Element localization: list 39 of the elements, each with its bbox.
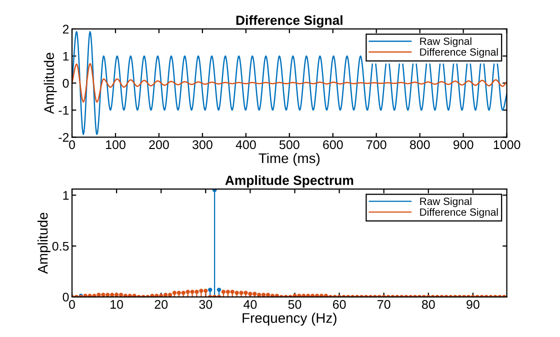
x-axis-title: Time (ms) <box>258 152 320 166</box>
legend-label: Raw Signal <box>420 197 472 208</box>
y-tick-label: 2 <box>62 24 69 34</box>
x-tick-label: 20 <box>154 300 168 309</box>
x-tick-label: 900 <box>453 140 474 150</box>
y-tick-label: 0 <box>62 78 69 88</box>
chart-title: Difference Signal <box>236 15 342 28</box>
y-axis-title: Amplitude <box>38 212 50 274</box>
chart-title: Amplitude Spectrum <box>225 175 354 188</box>
x-tick-label: 500 <box>279 140 300 150</box>
x-tick-label: 600 <box>323 140 343 150</box>
y-tick-label: 0.5 <box>52 242 69 251</box>
x-tick-label: 800 <box>410 140 430 150</box>
legend-label: Difference Signal <box>420 48 498 58</box>
x-tick-label: 300 <box>192 140 212 150</box>
legend-label: Difference Signal <box>420 208 498 218</box>
x-tick-label: 0 <box>69 140 76 150</box>
x-tick-label: 90 <box>466 300 480 309</box>
x-tick-label: 60 <box>332 300 346 309</box>
x-tick-label: 30 <box>199 300 212 309</box>
legend-label: Raw Signal <box>420 37 472 48</box>
y-axis-title: Amplitude <box>44 52 57 114</box>
x-tick-label: 10 <box>110 300 124 309</box>
x-tick-label: 40 <box>244 300 257 309</box>
y-tick-label: -1 <box>58 106 69 115</box>
x-tick-label: 200 <box>149 140 169 150</box>
x-tick-label: 0 <box>69 300 76 309</box>
y-tick-label: 0 <box>62 292 69 302</box>
x-tick-label: 70 <box>378 300 390 309</box>
x-tick-label: 1000 <box>494 140 520 150</box>
x-tick-label: 50 <box>288 300 302 309</box>
x-tick-label: 80 <box>422 300 435 309</box>
x-tick-label: 100 <box>106 140 126 150</box>
x-tick-label: 400 <box>236 140 256 150</box>
y-tick-label: 1 <box>63 52 69 61</box>
x-tick-label: 700 <box>366 140 386 150</box>
y-tick-label: 1 <box>63 191 69 200</box>
x-axis-title: Frequency (Hz) <box>242 312 336 326</box>
y-tick-label: -2 <box>58 132 69 142</box>
